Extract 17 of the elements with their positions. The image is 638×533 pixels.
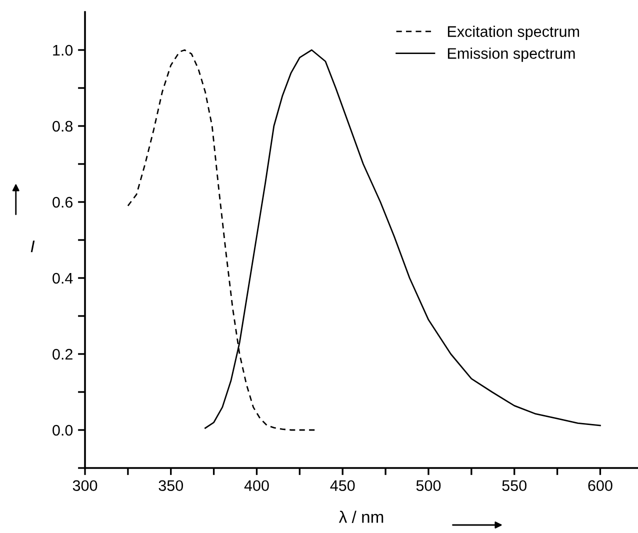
y-tick-label: 0.2 bbox=[52, 348, 72, 360]
y-tick-label: 0.4 bbox=[52, 272, 73, 284]
x-axis-title: λ / nm bbox=[338, 510, 384, 523]
legend-label: Emission spectrum bbox=[448, 48, 575, 62]
x-tick-label: 450 bbox=[330, 480, 355, 492]
y-tick-label: 0.8 bbox=[52, 120, 73, 132]
x-tick-label: 400 bbox=[244, 480, 269, 492]
y-axis-title: I bbox=[30, 240, 35, 252]
x-tick-label: 550 bbox=[502, 480, 526, 492]
x-tick-label: 600 bbox=[588, 480, 612, 492]
x-tick-label: 350 bbox=[158, 480, 184, 492]
legend-label: Excitation spectrum bbox=[448, 26, 580, 40]
y-tick-label: 0.0 bbox=[52, 424, 73, 436]
y-tick-label: 0.6 bbox=[52, 196, 73, 208]
y-tick-label: 1.0 bbox=[53, 44, 73, 56]
x-tick-label: 300 bbox=[72, 480, 98, 492]
x-tick-label: 500 bbox=[416, 480, 441, 492]
